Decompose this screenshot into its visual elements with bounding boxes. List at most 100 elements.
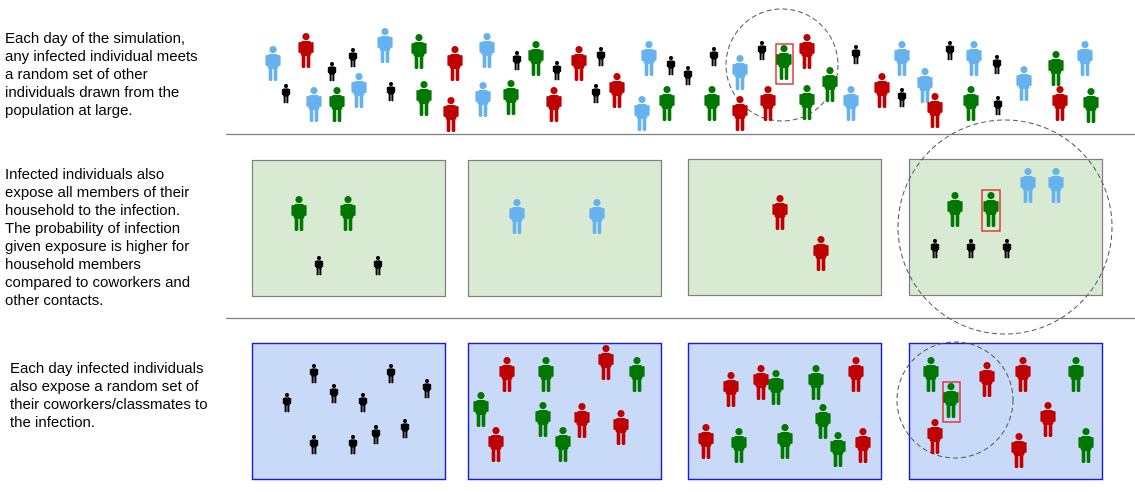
person-icon bbox=[830, 432, 846, 467]
person-icon bbox=[757, 41, 767, 61]
person-icon bbox=[731, 428, 747, 463]
person-icon bbox=[571, 46, 587, 81]
workplace-contact-ring bbox=[896, 341, 1014, 459]
person-icon bbox=[512, 51, 522, 71]
person-icon bbox=[479, 33, 495, 68]
person-icon bbox=[416, 81, 432, 116]
person-icon bbox=[983, 192, 999, 227]
person-icon bbox=[709, 47, 719, 67]
household-box bbox=[467, 159, 663, 298]
section-dividers bbox=[226, 133, 1135, 320]
person-icon bbox=[400, 419, 410, 439]
person-icon bbox=[848, 357, 864, 392]
person-icon bbox=[966, 239, 976, 259]
highlight-markers bbox=[775, 43, 1001, 423]
community-caption: Each day of the simulation, any infected… bbox=[5, 30, 198, 119]
person-icon bbox=[772, 195, 788, 230]
setting-boxes bbox=[251, 158, 1104, 481]
person-icon bbox=[306, 87, 322, 122]
person-icon bbox=[528, 41, 544, 76]
person-icon bbox=[329, 87, 345, 122]
person-icon bbox=[723, 372, 739, 407]
person-icon bbox=[993, 96, 1003, 116]
person-icon bbox=[815, 404, 831, 439]
person-icon bbox=[535, 402, 551, 437]
person-icon bbox=[386, 82, 396, 102]
person-icon bbox=[923, 357, 939, 392]
person-icon bbox=[555, 427, 571, 462]
contact-rings bbox=[725, 8, 1113, 459]
person-icon bbox=[309, 364, 319, 384]
person-icon bbox=[666, 56, 676, 76]
person-icon bbox=[422, 379, 432, 399]
person-icon bbox=[348, 48, 358, 68]
person-icon bbox=[552, 61, 562, 81]
person-icon bbox=[473, 392, 489, 427]
person-icon bbox=[698, 424, 714, 459]
person-icon bbox=[291, 196, 307, 231]
person-icon bbox=[927, 419, 943, 454]
person-icon bbox=[1011, 433, 1027, 468]
person-icon bbox=[1048, 51, 1064, 86]
person-icon bbox=[930, 239, 940, 259]
person-icon bbox=[340, 196, 356, 231]
person-icon bbox=[1078, 428, 1094, 463]
person-icon bbox=[979, 362, 995, 397]
person-icon bbox=[629, 357, 645, 392]
person-icon bbox=[1077, 41, 1093, 76]
person-icon bbox=[943, 383, 959, 418]
person-icon bbox=[503, 80, 519, 115]
person-icon bbox=[799, 85, 815, 120]
person-icon bbox=[1020, 168, 1036, 203]
person-icon bbox=[609, 73, 625, 108]
person-icon bbox=[813, 236, 829, 271]
person-icon bbox=[591, 84, 601, 104]
person-icon bbox=[377, 28, 393, 63]
person-icon bbox=[1068, 357, 1084, 392]
household-caption: Infected individuals also expose all mem… bbox=[5, 166, 191, 309]
person-icon bbox=[894, 41, 910, 76]
person-icon bbox=[963, 86, 979, 121]
person-icon bbox=[768, 370, 784, 405]
person-icon bbox=[992, 55, 1002, 75]
person-icon bbox=[443, 97, 459, 132]
person-icon bbox=[1052, 86, 1068, 121]
person-icon bbox=[298, 33, 314, 68]
person-icon bbox=[945, 41, 955, 61]
person-icon bbox=[282, 393, 292, 413]
person-icon bbox=[281, 84, 291, 104]
person-icon bbox=[265, 46, 281, 81]
person-icon bbox=[777, 424, 793, 459]
person-icon bbox=[596, 47, 606, 67]
person-icon bbox=[822, 67, 838, 102]
person-icon bbox=[1040, 402, 1056, 437]
person-icon bbox=[447, 46, 463, 81]
person-icon bbox=[732, 55, 748, 90]
person-icon bbox=[613, 410, 629, 445]
person-icon bbox=[753, 365, 769, 400]
workplace-box bbox=[687, 342, 883, 481]
household-box bbox=[687, 158, 883, 297]
person-icon bbox=[704, 86, 720, 121]
person-icon bbox=[799, 34, 815, 69]
person-icon bbox=[386, 364, 396, 384]
index-case-highlight bbox=[775, 43, 794, 85]
person-icon bbox=[475, 82, 491, 117]
person-icon bbox=[1002, 239, 1012, 259]
workplace-caption: Each day infected individuals also expos… bbox=[10, 360, 208, 431]
household-contact-ring bbox=[897, 119, 1113, 335]
person-icon bbox=[314, 256, 324, 276]
person-icon bbox=[309, 435, 319, 455]
person-icon bbox=[574, 403, 590, 438]
person-icon bbox=[351, 73, 367, 108]
household-box bbox=[908, 158, 1104, 297]
person-icon bbox=[947, 192, 963, 227]
person-icon bbox=[683, 66, 693, 86]
person-icon bbox=[538, 357, 554, 392]
person-icon bbox=[1016, 66, 1032, 101]
person-icon bbox=[843, 86, 859, 121]
person-icon bbox=[760, 86, 776, 121]
workplace-box bbox=[251, 342, 447, 481]
person-icon bbox=[358, 393, 368, 413]
